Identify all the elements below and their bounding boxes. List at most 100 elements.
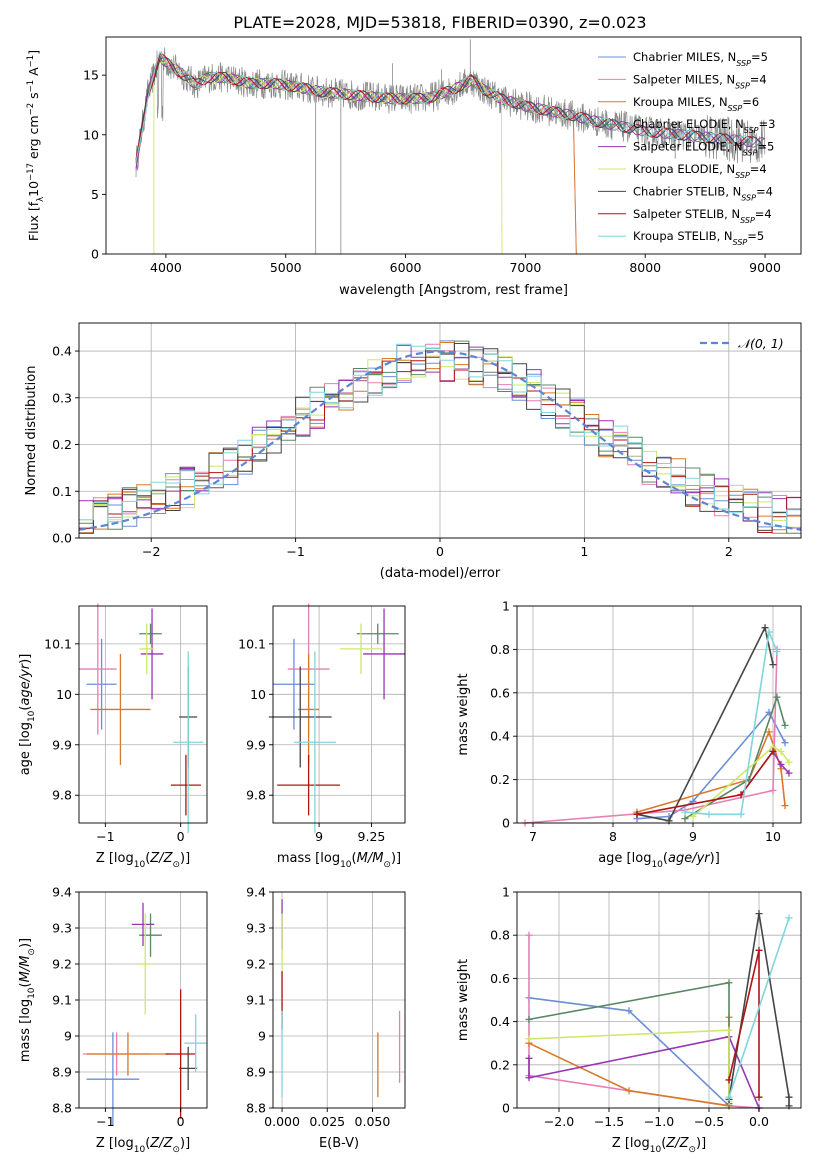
errorbars-age_vs_z xyxy=(79,603,204,834)
y-tick-label: 1 xyxy=(502,885,510,900)
weight-marker xyxy=(725,979,733,987)
data-point xyxy=(131,902,155,946)
x-tick-label: 1 xyxy=(580,544,588,559)
y-tick-label: 10 xyxy=(56,687,72,702)
weight-marker xyxy=(781,739,789,747)
legend-entry: Chabrier STELIB, NSSP=4 xyxy=(633,184,773,202)
y-tick-label: 0.0 xyxy=(52,531,72,546)
axes-residuals: −2 −1 0 1 2 0.0 0.1 0.2 0.3 0.4 xyxy=(52,322,802,559)
plot-frame xyxy=(105,36,802,255)
weight-marker xyxy=(781,721,789,729)
x-axis-label: E(B-V) xyxy=(319,1136,359,1151)
x-axis-label: Z [log10(Z/Z⊙)] xyxy=(612,1136,706,1155)
data-point xyxy=(165,989,196,1119)
y-tick-label: 8.9 xyxy=(52,1065,72,1080)
weight-marker xyxy=(765,728,773,736)
axes-weight_vs_z: −2.0 −1.5 −1.0 −0.5 0.0 0 0.2 0.4 0.6 0.8 1 xyxy=(490,885,802,1129)
x-tick-label: 0 xyxy=(177,829,185,844)
y-tick-label: 9.8 xyxy=(246,788,266,803)
x-tick-label: −1.5 xyxy=(594,1114,624,1129)
legend-entry: Salpeter STELIB, NSSP=4 xyxy=(633,207,772,225)
legend-entry: Kroupa STELIB, NSSP=5 xyxy=(633,229,764,247)
x-tick-label: −1 xyxy=(286,544,304,559)
data-point xyxy=(137,913,153,1015)
x-tick-label: 4000 xyxy=(150,260,182,275)
legend-entry: Salpeter ELODIE, NSSP=5 xyxy=(633,140,774,158)
histogram-salpeter-stelib xyxy=(79,353,801,533)
y-tick-label: 0.1 xyxy=(52,484,72,499)
y-tick-label: 0 xyxy=(502,816,510,831)
data-point xyxy=(140,608,164,700)
weight-marker xyxy=(755,910,763,918)
axes-mass_vs_z: −1 0 8.8 8.9 9 9.1 9.2 9.3 9.4 xyxy=(52,885,208,1129)
data-point xyxy=(363,608,405,700)
y-tick-label: 10.1 xyxy=(44,636,72,651)
y-tick-label: 0.4 xyxy=(52,344,72,359)
y-tick-label: 8.8 xyxy=(52,1101,72,1116)
data-point xyxy=(173,651,204,834)
errorbars-mass_vs_ebv xyxy=(281,899,401,1098)
weight-marker xyxy=(625,1087,633,1095)
model-line-kroupa-stelib xyxy=(135,50,754,162)
weight-marker xyxy=(737,810,745,818)
y-tick-label: 9.1 xyxy=(246,993,266,1008)
weight-marker xyxy=(625,1007,633,1015)
axes-mass_vs_ebv: 0.000 0.025 0.050 8.8 8.9 9 9.1 9.2 9.3 9.4 xyxy=(246,885,406,1129)
data-point xyxy=(293,651,336,834)
y-tick-label: 0.6 xyxy=(490,971,510,986)
weight-marker xyxy=(773,693,781,701)
y-tick-label: 0.8 xyxy=(490,642,510,657)
weight-marker xyxy=(725,1093,733,1101)
residual-histograms xyxy=(79,340,801,534)
data-point xyxy=(340,623,382,675)
y-axis-label: age [log10(age/yr)] xyxy=(18,654,37,776)
data-point xyxy=(170,754,201,816)
model-line-salpeter-stelib xyxy=(135,53,754,160)
y-tick-label: 0.3 xyxy=(52,390,72,405)
axes-spectrum: 4000 5000 6000 7000 8000 9000 0 5 10 15 xyxy=(83,36,802,275)
data-point xyxy=(90,653,151,765)
model-line-chabrier-stelib xyxy=(135,57,766,162)
weight-marker xyxy=(777,747,785,755)
x-axis-label: mass [log10(M/M⊙)] xyxy=(277,851,401,870)
weight-marker xyxy=(769,786,777,794)
weight-marker xyxy=(681,808,689,816)
y-tick-label: 8.9 xyxy=(246,1065,266,1080)
y-tick-label: 0.4 xyxy=(490,1014,510,1029)
data-point xyxy=(277,754,341,816)
x-tick-label: 10 xyxy=(765,829,781,844)
x-tick-label: −1 xyxy=(96,829,114,844)
weight-marker xyxy=(525,1054,533,1062)
normal-curve xyxy=(79,350,801,531)
weight-marker xyxy=(725,1076,733,1084)
axes-weight_vs_age: 7 8 9 10 0 0.2 0.4 0.6 0.8 1 xyxy=(490,599,802,844)
plot-frame xyxy=(516,605,802,824)
y-axis-label: mass weight xyxy=(456,959,471,1041)
figure-title: PLATE=2028, MJD=53818, FIBERID=0390, z=0… xyxy=(233,13,646,32)
x-tick-label: 0 xyxy=(436,544,444,559)
y-tick-label: 1 xyxy=(502,599,510,614)
y-axis-label: mass weight xyxy=(456,673,471,755)
y-tick-label: 8.8 xyxy=(246,1101,266,1116)
y-tick-label: 9.3 xyxy=(52,921,72,936)
y-tick-label: 9.2 xyxy=(52,957,72,972)
weight-line xyxy=(528,1035,760,1109)
weight-marker xyxy=(525,1074,533,1082)
weight-line xyxy=(728,917,790,1098)
data-point xyxy=(86,638,117,730)
data-point xyxy=(298,653,320,765)
x-tick-label: 0.025 xyxy=(309,1114,345,1129)
y-tick-label: 10 xyxy=(250,687,266,702)
weight-marker xyxy=(769,661,777,669)
weight-line xyxy=(636,625,774,822)
data-point xyxy=(273,638,315,730)
data-point xyxy=(356,623,399,644)
y-tick-label: 5 xyxy=(91,187,99,202)
x-tick-label: 6000 xyxy=(390,260,422,275)
y-tick-label: 9.3 xyxy=(246,921,266,936)
weight-marker xyxy=(525,931,533,939)
weight-marker xyxy=(777,760,785,768)
y-tick-label: 10.1 xyxy=(238,636,266,651)
x-tick-label: 8 xyxy=(609,829,617,844)
